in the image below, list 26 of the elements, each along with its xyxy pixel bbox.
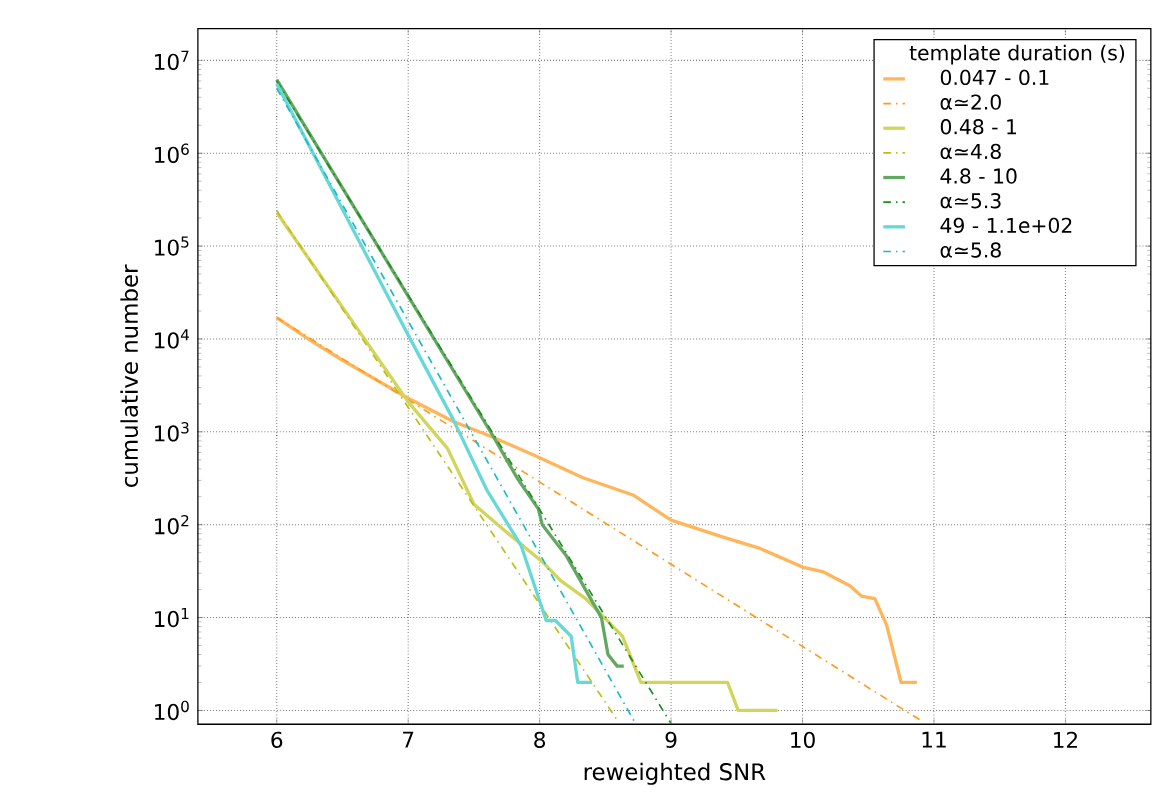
x-tick-label: 12 — [1054, 731, 1077, 748]
y-axis-title: cumulative number — [120, 264, 139, 487]
y-tick-label: 10$^{3}$ — [155, 422, 189, 442]
legend-label: 0.047 - 0.1 — [940, 69, 1049, 86]
legend-label: α≃4.8 — [940, 143, 1001, 160]
legend-title: template duration (s) — [909, 44, 1125, 65]
x-tick-label: 10 — [791, 731, 815, 748]
x-tick-label: 6 — [271, 731, 283, 748]
legend-label: 0.48 - 1 — [940, 119, 1017, 135]
y-tick-label: 10$^{2}$ — [155, 514, 189, 535]
x-tick-label: 11 — [922, 731, 946, 748]
y-tick-label: 10$^{7}$ — [155, 50, 189, 70]
legend-label: α≃2.0 — [940, 94, 1001, 110]
x-tick-label: 7 — [403, 731, 414, 748]
y-tick-label: 10$^{6}$ — [155, 143, 189, 163]
y-tick-label: 10$^{0}$ — [155, 700, 189, 721]
y-tick-label: 10$^{1}$ — [155, 607, 189, 628]
x-tick-label: 9 — [665, 731, 677, 748]
x-tick-label: 8 — [534, 731, 546, 748]
legend-label: α≃5.8 — [940, 242, 1001, 258]
x-axis-title: reweighted SNR — [584, 762, 766, 785]
legend-label: α≃5.3 — [940, 192, 1001, 209]
legend-label: 4.8 - 10 — [940, 168, 1017, 184]
y-tick-label: 10$^{4}$ — [155, 329, 189, 349]
legend-label: 49 - 1.1e+02 — [940, 217, 1072, 234]
y-tick-label: 10$^{5}$ — [155, 236, 189, 256]
